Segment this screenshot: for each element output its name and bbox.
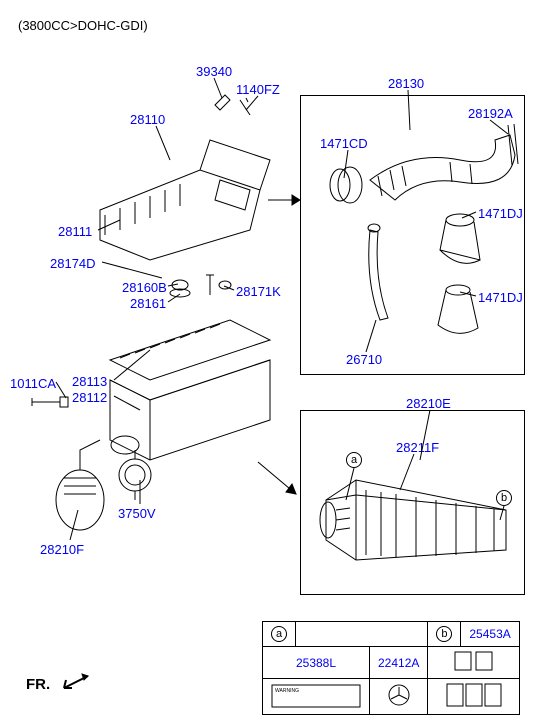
- label-28171K: 28171K: [236, 284, 281, 299]
- sketch-bolt: [30, 392, 70, 412]
- table-25388L: 25388L: [263, 647, 370, 679]
- sketch-resonator: [40, 420, 160, 540]
- svg-text:WARNING: WARNING: [275, 688, 299, 694]
- circle-b-2: b: [436, 626, 452, 642]
- label-28210E: 28210E: [406, 396, 451, 411]
- sketch-sensor-bolt: [210, 90, 260, 130]
- link-arrow-icon: [266, 190, 306, 210]
- label-1011CA: 1011CA: [10, 376, 56, 391]
- reference-table: a b 25453A 25388L 22412A WARNING: [262, 621, 520, 715]
- label-28110: 28110: [130, 112, 165, 127]
- sketch-cover: [80, 130, 280, 270]
- fan-icon: [379, 683, 419, 707]
- diagram-title: (3800CC>DOHC-GDI): [18, 18, 148, 33]
- sketch-grommets: [160, 265, 240, 305]
- link-arrow-2-icon: [256, 460, 302, 500]
- sketch-hose: [310, 110, 520, 360]
- table-22412A: 22412A: [370, 647, 428, 679]
- circle-a-2: a: [271, 626, 287, 642]
- warning-icon-2: [454, 651, 494, 671]
- label-39340: 39340: [196, 64, 232, 79]
- warning-label-icon: WARNING: [271, 684, 361, 708]
- label-28210F: 28210F: [40, 542, 84, 557]
- label-28130: 28130: [388, 76, 424, 91]
- warning-icon-3: [446, 683, 502, 707]
- fr-arrow-icon: [54, 670, 94, 694]
- sketch-duct: [306, 440, 522, 590]
- fr-label: FR.: [26, 676, 50, 693]
- table-25453A: 25453A: [461, 622, 519, 647]
